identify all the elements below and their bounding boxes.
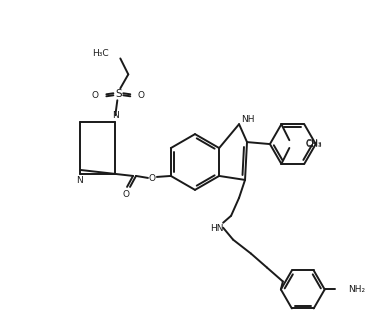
Text: H₃C: H₃C xyxy=(92,49,108,58)
Text: N: N xyxy=(76,176,83,185)
Text: O: O xyxy=(122,190,129,199)
Text: O: O xyxy=(92,91,99,100)
Text: HN: HN xyxy=(210,224,224,233)
Text: O: O xyxy=(138,91,145,100)
Text: CH₃: CH₃ xyxy=(305,141,322,150)
Text: N: N xyxy=(112,111,119,120)
Text: CH₃: CH₃ xyxy=(305,139,322,148)
Text: NH₂: NH₂ xyxy=(349,285,366,294)
Text: NH: NH xyxy=(241,115,255,124)
Text: O: O xyxy=(149,174,156,183)
Text: S: S xyxy=(115,89,122,99)
